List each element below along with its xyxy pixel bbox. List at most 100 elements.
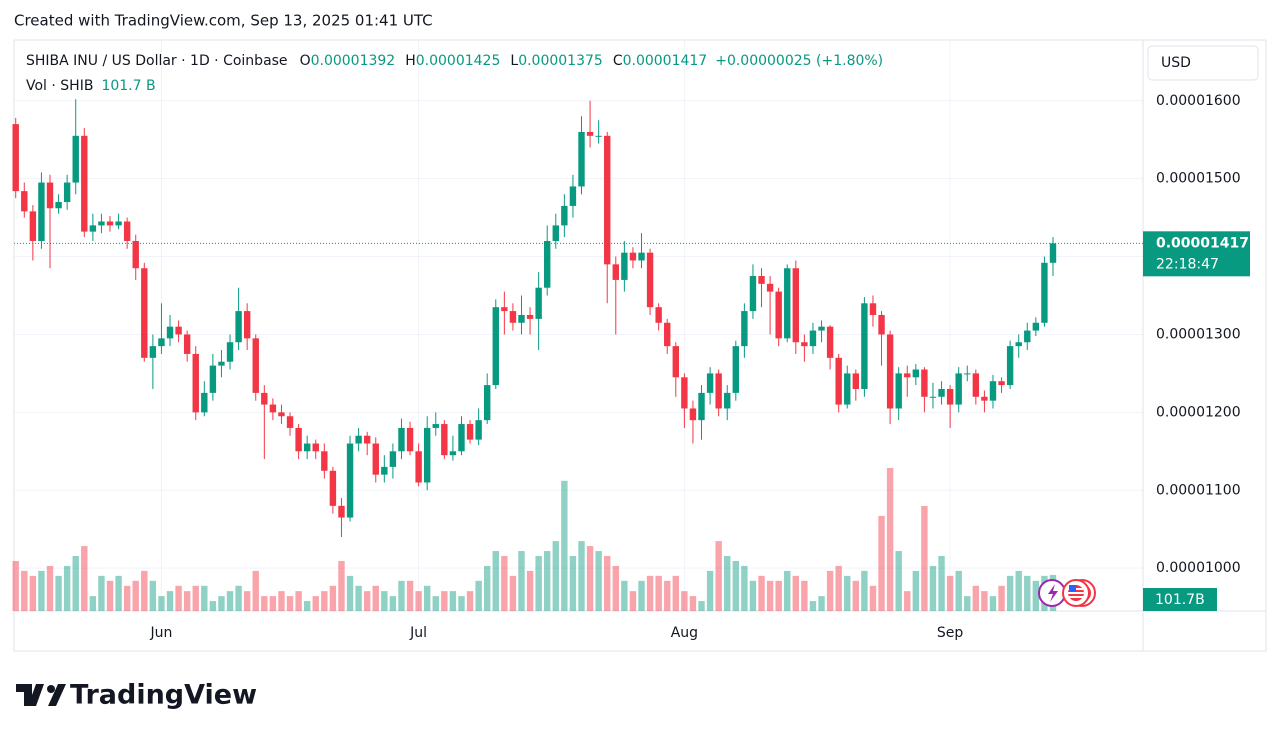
candle-body: [175, 326, 182, 335]
candle-body: [629, 252, 637, 261]
candle-body: [458, 424, 465, 452]
candle-body: [646, 252, 654, 308]
x-tick-label: Sep: [937, 625, 964, 641]
volume-bar: [381, 591, 388, 611]
candle-body: [218, 361, 225, 366]
candle-body: [106, 221, 114, 226]
volume-bar: [518, 551, 525, 611]
candle-body: [535, 287, 542, 319]
candle-body: [449, 451, 457, 456]
volume-bar: [561, 480, 568, 611]
logo-mark: [48, 684, 66, 706]
volume-bar: [106, 580, 114, 611]
candle-body: [929, 396, 937, 398]
volume-bar: [475, 580, 482, 611]
candle-body: [604, 135, 611, 265]
volume-bar: [484, 565, 491, 611]
volume-bar: [526, 570, 534, 611]
candle-body: [226, 342, 234, 362]
candle-body: [286, 416, 294, 428]
volume-bar: [801, 580, 808, 611]
candle-body: [192, 353, 199, 413]
candle-body: [98, 221, 105, 226]
candle-body: [1049, 243, 1057, 263]
volume-bar: [218, 596, 225, 611]
volume-bar: [921, 505, 928, 611]
volume-bar: [715, 541, 722, 611]
volume-bar: [398, 580, 405, 611]
candle-body: [904, 373, 911, 378]
volume-bar: [406, 580, 414, 611]
candle-body: [518, 314, 525, 323]
candle-body: [998, 381, 1005, 386]
volume-bar: [861, 570, 868, 611]
volume-bar: [792, 575, 800, 611]
candle-body: [243, 311, 251, 339]
candle-body: [329, 470, 337, 506]
candle-body: [852, 373, 860, 389]
y-tick-label: 0.00001200: [1156, 404, 1241, 420]
price-badge-value: 0.00001417: [1156, 235, 1249, 251]
candle-body: [475, 420, 482, 440]
candle-body: [981, 396, 988, 401]
volume-bar: [458, 596, 465, 611]
candle-body: [569, 186, 577, 206]
volume-bar: [544, 551, 551, 611]
volume-badge: [1143, 588, 1217, 611]
volume-badge-value: 101.7B: [1155, 592, 1205, 608]
currency-box[interactable]: [1147, 45, 1259, 81]
candle-body: [501, 307, 508, 312]
x-tick-label: Jul: [409, 625, 427, 641]
candle-body: [89, 225, 97, 232]
volume-bar: [629, 591, 637, 611]
volume-bar: [835, 565, 842, 611]
volume-bar: [303, 601, 311, 611]
candle-body: [912, 369, 920, 378]
volume-bar: [21, 570, 28, 611]
volume-bar: [766, 580, 774, 611]
candle-body: [55, 202, 62, 209]
volume-bar: [586, 546, 594, 611]
candle-body: [724, 392, 731, 409]
volume-bar: [346, 575, 354, 611]
logo-dot: [47, 685, 55, 693]
candle-body: [1006, 346, 1014, 386]
flag-stripe: [1068, 592, 1084, 594]
candle-body: [758, 276, 765, 284]
candle-body: [801, 342, 808, 347]
ohlc-value: 0.00001375: [518, 53, 603, 69]
ohlc-value: 0.00001417: [623, 53, 708, 69]
volume-bar: [363, 591, 371, 611]
candle-body: [38, 182, 45, 241]
volume-bar: [681, 591, 688, 611]
volume-bar: [89, 596, 97, 611]
candle-body: [269, 404, 277, 413]
candle-body: [946, 388, 954, 405]
ohlc-value: 0.00001425: [416, 53, 501, 69]
x-tick-label: Jun: [150, 625, 173, 641]
volume-legend: Vol · SHIB 101.7 B: [26, 78, 156, 94]
candle-body: [21, 191, 28, 212]
candle-body: [1015, 342, 1022, 347]
ohlc-letter: C: [613, 53, 623, 69]
volume-bar: [809, 601, 817, 611]
symbol-title: SHIBA INU / US Dollar · 1D · Coinbase: [26, 53, 288, 69]
volume-bar: [706, 570, 714, 611]
bolt: [1048, 584, 1058, 602]
volume-bar: [441, 591, 448, 611]
volume-bar: [749, 580, 757, 611]
currency[interactable]: USD: [1161, 55, 1191, 71]
candle-body: [252, 338, 259, 393]
candle-body: [561, 205, 568, 226]
volume-bar: [201, 585, 208, 611]
candle-body: [955, 373, 962, 405]
candle-body: [869, 303, 877, 315]
volume-bar: [269, 596, 277, 611]
volume-bar: [989, 596, 997, 611]
volume-bar: [355, 585, 362, 611]
volume-bar: [501, 556, 508, 611]
volume-bar: [226, 591, 234, 611]
candle-body: [938, 388, 945, 397]
